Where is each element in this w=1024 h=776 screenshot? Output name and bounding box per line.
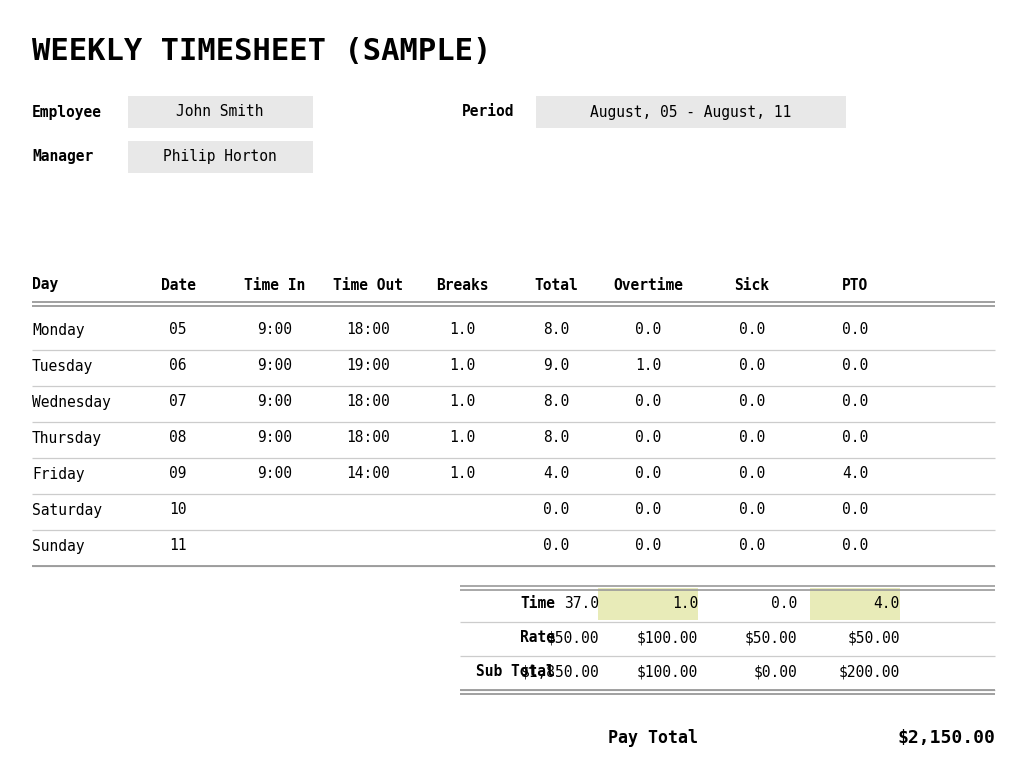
Text: 0.0: 0.0 xyxy=(842,539,868,553)
Text: $100.00: $100.00 xyxy=(637,630,698,646)
Text: 0.0: 0.0 xyxy=(635,394,662,410)
Text: PTO: PTO xyxy=(842,278,868,293)
Text: 0.0: 0.0 xyxy=(635,539,662,553)
Text: 0.0: 0.0 xyxy=(739,359,765,373)
Bar xyxy=(536,96,846,128)
Text: 9:00: 9:00 xyxy=(257,431,293,445)
Text: John Smith: John Smith xyxy=(176,105,264,120)
Text: Employee: Employee xyxy=(32,105,102,120)
Text: 37.0: 37.0 xyxy=(564,597,599,611)
Text: Time In: Time In xyxy=(245,278,305,293)
Text: 0.0: 0.0 xyxy=(739,466,765,481)
Text: Friday: Friday xyxy=(32,466,85,481)
Text: 9:00: 9:00 xyxy=(257,359,293,373)
Text: 18:00: 18:00 xyxy=(346,394,390,410)
Text: $100.00: $100.00 xyxy=(637,664,698,680)
Text: $2,150.00: $2,150.00 xyxy=(897,729,995,747)
Text: $1,850.00: $1,850.00 xyxy=(520,664,599,680)
Text: Rate: Rate xyxy=(520,630,555,646)
Text: 0.0: 0.0 xyxy=(739,431,765,445)
Text: 0.0: 0.0 xyxy=(739,539,765,553)
Text: 18:00: 18:00 xyxy=(346,323,390,338)
Text: 8.0: 8.0 xyxy=(543,394,569,410)
Text: 0.0: 0.0 xyxy=(635,503,662,518)
Text: Sunday: Sunday xyxy=(32,539,85,553)
Text: 1.0: 1.0 xyxy=(449,394,475,410)
Text: 1.0: 1.0 xyxy=(672,597,698,611)
Text: Period: Period xyxy=(462,105,514,120)
Text: 18:00: 18:00 xyxy=(346,431,390,445)
Text: Time: Time xyxy=(520,597,555,611)
Text: 1.0: 1.0 xyxy=(449,359,475,373)
Text: Philip Horton: Philip Horton xyxy=(163,150,276,165)
Text: Time Out: Time Out xyxy=(333,278,403,293)
Text: 11: 11 xyxy=(169,539,186,553)
Text: 10: 10 xyxy=(169,503,186,518)
Text: Sick: Sick xyxy=(734,278,769,293)
Text: 9:00: 9:00 xyxy=(257,323,293,338)
Text: 9.0: 9.0 xyxy=(543,359,569,373)
Text: Pay Total: Pay Total xyxy=(608,729,698,747)
Text: 0.0: 0.0 xyxy=(842,431,868,445)
Text: 0.0: 0.0 xyxy=(739,323,765,338)
Text: 1.0: 1.0 xyxy=(635,359,662,373)
Text: 0.0: 0.0 xyxy=(842,323,868,338)
Text: 06: 06 xyxy=(169,359,186,373)
Text: Monday: Monday xyxy=(32,323,85,338)
Text: Breaks: Breaks xyxy=(436,278,488,293)
Text: 0.0: 0.0 xyxy=(842,503,868,518)
Text: 9:00: 9:00 xyxy=(257,466,293,481)
Text: Day: Day xyxy=(32,278,58,293)
Text: Saturday: Saturday xyxy=(32,503,102,518)
Text: Total: Total xyxy=(535,278,578,293)
Text: $0.00: $0.00 xyxy=(754,664,797,680)
Text: 09: 09 xyxy=(169,466,186,481)
Text: $50.00: $50.00 xyxy=(547,630,599,646)
Text: Sub Total: Sub Total xyxy=(476,664,555,680)
Text: Wednesday: Wednesday xyxy=(32,394,111,410)
Text: 0.0: 0.0 xyxy=(543,539,569,553)
Text: 8.0: 8.0 xyxy=(543,323,569,338)
Text: $200.00: $200.00 xyxy=(839,664,900,680)
Text: 0.0: 0.0 xyxy=(543,503,569,518)
Text: 08: 08 xyxy=(169,431,186,445)
Bar xyxy=(128,141,313,173)
Text: 4.0: 4.0 xyxy=(543,466,569,481)
Text: 4.0: 4.0 xyxy=(873,597,900,611)
Text: 8.0: 8.0 xyxy=(543,431,569,445)
Text: 1.0: 1.0 xyxy=(449,431,475,445)
Text: Tuesday: Tuesday xyxy=(32,359,93,373)
Text: 9:00: 9:00 xyxy=(257,394,293,410)
Text: Manager: Manager xyxy=(32,150,93,165)
Text: 1.0: 1.0 xyxy=(449,466,475,481)
Text: 07: 07 xyxy=(169,394,186,410)
Text: 19:00: 19:00 xyxy=(346,359,390,373)
Text: 05: 05 xyxy=(169,323,186,338)
Text: $50.00: $50.00 xyxy=(744,630,797,646)
Text: Overtime: Overtime xyxy=(613,278,683,293)
Text: 0.0: 0.0 xyxy=(635,323,662,338)
Bar xyxy=(810,588,900,620)
Text: Thursday: Thursday xyxy=(32,431,102,445)
Text: 0.0: 0.0 xyxy=(842,394,868,410)
Text: Date: Date xyxy=(161,278,196,293)
Text: 0.0: 0.0 xyxy=(635,431,662,445)
Text: August, 05 - August, 11: August, 05 - August, 11 xyxy=(591,105,792,120)
Text: 1.0: 1.0 xyxy=(449,323,475,338)
Bar xyxy=(598,588,698,620)
Text: 14:00: 14:00 xyxy=(346,466,390,481)
Text: $50.00: $50.00 xyxy=(848,630,900,646)
Text: 0.0: 0.0 xyxy=(739,503,765,518)
Text: 0.0: 0.0 xyxy=(771,597,797,611)
Text: 0.0: 0.0 xyxy=(635,466,662,481)
Text: 0.0: 0.0 xyxy=(842,359,868,373)
Text: 4.0: 4.0 xyxy=(842,466,868,481)
Text: 0.0: 0.0 xyxy=(739,394,765,410)
Text: WEEKLY TIMESHEET (SAMPLE): WEEKLY TIMESHEET (SAMPLE) xyxy=(32,37,492,67)
Bar xyxy=(128,96,313,128)
